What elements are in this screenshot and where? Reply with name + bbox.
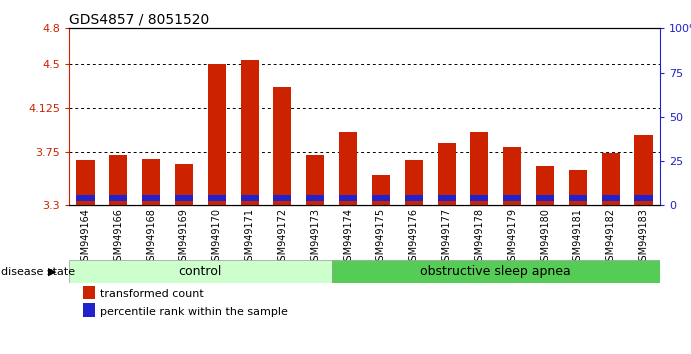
Bar [142,159,160,205]
Bar [503,148,521,205]
Text: GSM949173: GSM949173 [310,208,320,267]
Bar [569,170,587,205]
Bar [602,153,620,205]
Text: obstructive sleep apnea: obstructive sleep apnea [420,265,571,278]
Bar [471,132,489,205]
Bar [175,195,193,201]
Bar [175,164,193,205]
Text: GSM949183: GSM949183 [638,208,648,267]
Bar [142,195,160,201]
Bar [602,195,620,201]
Bar [503,195,521,201]
Text: GSM949179: GSM949179 [507,208,517,267]
Text: GSM949168: GSM949168 [146,208,156,267]
Text: GSM949169: GSM949169 [179,208,189,267]
Text: GSM949164: GSM949164 [81,208,91,267]
Bar [240,60,258,205]
Text: ▶: ▶ [48,267,57,276]
Text: GSM949182: GSM949182 [606,208,616,267]
Bar [339,195,357,201]
Bar [536,195,554,201]
Text: GSM949166: GSM949166 [113,208,123,267]
Bar [208,195,226,201]
Bar [274,195,292,201]
Bar [109,155,127,205]
Text: GDS4857 / 8051520: GDS4857 / 8051520 [69,12,209,27]
Bar [372,195,390,201]
Bar [109,195,127,201]
Text: GSM949178: GSM949178 [475,208,484,267]
Bar [306,155,324,205]
Bar [634,195,652,201]
Bar [306,195,324,201]
Bar [77,195,95,201]
Text: GSM949175: GSM949175 [376,208,386,267]
Bar [634,135,652,205]
Bar [437,143,455,205]
Bar [471,195,489,201]
Text: GSM949171: GSM949171 [245,208,254,267]
Text: GSM949174: GSM949174 [343,208,353,267]
Bar [536,166,554,205]
Bar [405,160,423,205]
Bar [569,195,587,201]
Bar [240,195,258,201]
Bar [332,260,660,283]
Text: GSM949176: GSM949176 [409,208,419,267]
Text: GSM949180: GSM949180 [540,208,550,267]
Text: percentile rank within the sample: percentile rank within the sample [100,307,288,316]
Text: control: control [179,265,222,278]
Bar [69,260,332,283]
Bar [77,160,95,205]
Bar [274,87,292,205]
Text: GSM949170: GSM949170 [212,208,222,267]
Text: disease state: disease state [1,267,75,276]
Bar [208,64,226,205]
Text: GSM949181: GSM949181 [573,208,583,267]
Text: GSM949177: GSM949177 [442,208,451,267]
Bar [339,132,357,205]
Bar [372,175,390,205]
Text: GSM949172: GSM949172 [278,208,287,267]
Bar [405,195,423,201]
Text: transformed count: transformed count [100,289,204,299]
Bar [437,195,455,201]
